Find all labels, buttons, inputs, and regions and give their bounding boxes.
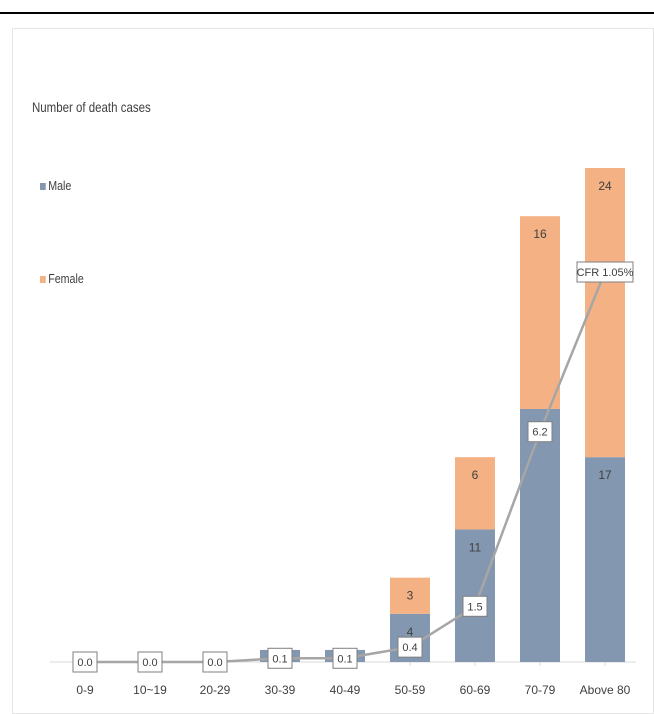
cfr-label-2: 0.0: [207, 657, 222, 669]
legend-item-female: Female: [40, 271, 84, 286]
x-tick-label-5: 50-59: [395, 683, 426, 697]
cfr-label-box-6: [462, 595, 488, 617]
cfr-label-box-2: [202, 651, 228, 673]
x-tick-label-7: 70-79: [525, 683, 556, 697]
x-tick-label-8: Above 80: [580, 683, 631, 697]
bar-label-female-6: 6: [472, 468, 479, 482]
bar-male-8: [585, 457, 625, 662]
bar-female-5: [390, 577, 430, 614]
cfr-label-4: 0.1: [337, 653, 352, 665]
chart-title: Number of death cases: [32, 99, 151, 115]
cfr-label-3: 0.1: [272, 653, 287, 665]
x-tick-label-4: 40-49: [330, 683, 361, 697]
cfr-label-box-8: [576, 261, 634, 283]
top-rule: [0, 12, 654, 14]
cfr-label-8: CFR 1.05%: [577, 267, 634, 279]
cfr-label-box-5: [397, 636, 423, 658]
x-tick-label-0: 0-9: [76, 683, 94, 697]
x-tick-label-1: 10~19: [133, 683, 167, 697]
cfr-label-1: 0.0: [142, 657, 157, 669]
cfr-label-box-1: [137, 651, 163, 673]
x-tick-label-2: 20-29: [200, 683, 231, 697]
legend-swatch-male: [40, 183, 46, 191]
legend-label-male: Male: [48, 178, 72, 193]
bar-label-male-5: 4: [407, 625, 414, 639]
bar-label-female-7: 16: [533, 227, 547, 241]
cfr-label-box-0: [72, 651, 98, 673]
cfr-label-5: 0.4: [402, 642, 417, 654]
cfr-label-box-7: [527, 421, 553, 443]
bar-female-8: [585, 168, 625, 458]
cfr-label-box-3: [267, 647, 293, 669]
bar-label-male-6: 11: [469, 540, 482, 554]
cfr-label-6: 1.5: [467, 601, 482, 613]
bar-female-7: [520, 216, 560, 409]
x-tick-label-3: 30-39: [265, 683, 296, 697]
bar-label-female-5: 3: [407, 589, 414, 603]
x-tick-label-6: 60-69: [460, 683, 491, 697]
cfr-label-7: 6.2: [532, 427, 547, 439]
bar-female-6: [455, 457, 495, 530]
bar-label-male-8: 17: [598, 468, 612, 482]
cfr-label-box-4: [332, 647, 358, 669]
legend-label-female: Female: [48, 271, 84, 286]
cfr-label-0: 0.0: [77, 657, 92, 669]
legend-item-male: Male: [40, 178, 71, 193]
bar-label-female-8: 24: [598, 179, 612, 193]
bar-male-7: [520, 408, 560, 662]
bar-male-6: [455, 529, 495, 662]
legend-swatch-female: [40, 276, 46, 284]
